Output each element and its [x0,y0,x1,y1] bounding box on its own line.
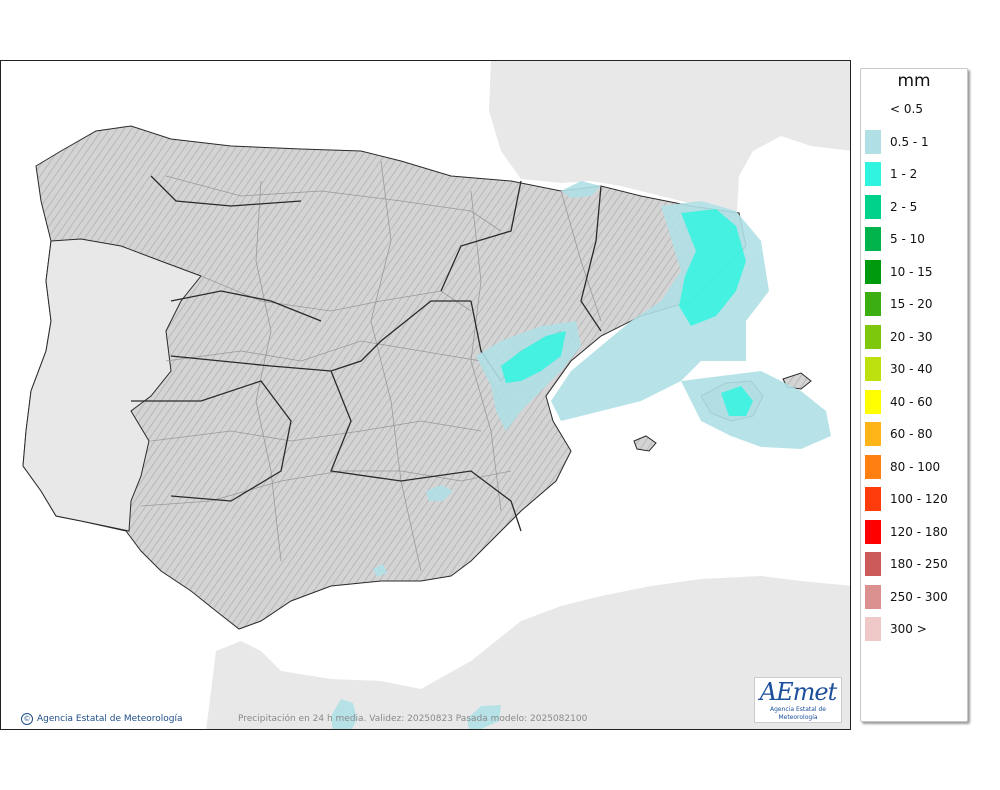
legend-swatch [865,227,881,251]
legend-label: 250 - 300 [890,589,948,604]
legend-entry: 0.5 - 1 [861,126,967,159]
legend-swatch [865,552,881,576]
legend-entry: 40 - 60 [861,386,967,419]
legend-label: 5 - 10 [890,232,925,246]
legend-swatch [865,324,881,349]
legend-swatch [865,97,881,121]
legend-entry: 300 > [861,613,967,646]
legend-swatch [865,259,881,284]
france-land [489,61,850,211]
legend-label: 15 - 20 [890,297,933,311]
north-africa-land [206,576,850,729]
legend-entry: 1 - 2 [861,158,967,191]
legend-label: 20 - 30 [890,329,933,344]
legend-entry: 250 - 300 [861,581,967,614]
legend-entry: 180 - 250 [861,548,967,581]
legend-entry: 30 - 40 [861,353,967,386]
legend-entry: 2 - 5 [861,191,967,224]
legend-swatch [865,162,881,186]
legend-label: 1 - 2 [890,167,918,181]
legend-label: 40 - 60 [890,394,933,409]
legend-entry: 15 - 20 [861,288,967,321]
legend-entry: 20 - 30 [861,321,967,354]
precip-1-2 [501,209,753,416]
footer-note: Precipitación en 24 h media. Validez: 20… [238,714,588,724]
legend-unit: mm [897,71,931,91]
legend-entry: 10 - 15 [861,256,967,289]
legend-label: 60 - 80 [890,427,933,441]
legend-entry: 5 - 10 [861,223,967,256]
legend-label: 300 > [890,622,927,636]
legend-swatch [865,292,881,316]
legend-label: 120 - 180 [890,524,948,539]
legend-swatch [865,454,881,479]
aemet-logo: AEmet Agencia Estatal de Meteorología [754,677,842,723]
legend-entry: < 0.5 [861,93,967,126]
aemet-logo-subtitle: Agencia Estatal de Meteorología [769,706,826,721]
legend-label: 180 - 250 [890,557,948,571]
legend-panel: mm < 0.5 0.5 - 1 1 - 2 2 - 5 5 - 10 10 - 15 15… [860,68,968,722]
map-panel: © Agencia Estatal de Meteorología Precip… [0,60,851,730]
copyright-text: Agencia Estatal de Meteorología [37,714,183,724]
legend-label: 100 - 120 [890,492,948,506]
legend-label: 2 - 5 [890,199,918,214]
legend-list: < 0.5 0.5 - 1 1 - 2 2 - 5 5 - 10 10 - 15 15 - … [861,93,967,646]
ibiza-island [633,435,657,452]
legend-swatch [865,129,881,154]
aemet-logo-text: AEmet [759,678,837,706]
legend-label: 10 - 15 [890,264,933,279]
legend-swatch [865,357,881,381]
legend-swatch [865,194,881,219]
legend-label: 0.5 - 1 [890,134,929,149]
legend-swatch [865,519,881,544]
legend-entry: 80 - 100 [861,451,967,484]
legend-entry: 120 - 180 [861,516,967,549]
legend-swatch [865,487,881,511]
copyright-notice: © Agencia Estatal de Meteorología [21,713,183,725]
legend-label: 30 - 40 [890,362,933,376]
legend-swatch [865,584,881,609]
portugal-land [22,238,202,532]
map-canvas [22,61,850,729]
legend-label: 80 - 100 [890,459,941,474]
legend-entry: 60 - 80 [861,418,967,451]
legend-label: < 0.5 [890,102,923,116]
copyright-icon: © [21,713,33,725]
regional-borders [131,175,602,532]
legend-swatch [865,389,881,414]
legend-swatch [865,617,881,641]
legend-entry: 100 - 120 [861,483,967,516]
legend-swatch [865,422,881,446]
aemet-logo-word: AEmet [755,678,841,706]
